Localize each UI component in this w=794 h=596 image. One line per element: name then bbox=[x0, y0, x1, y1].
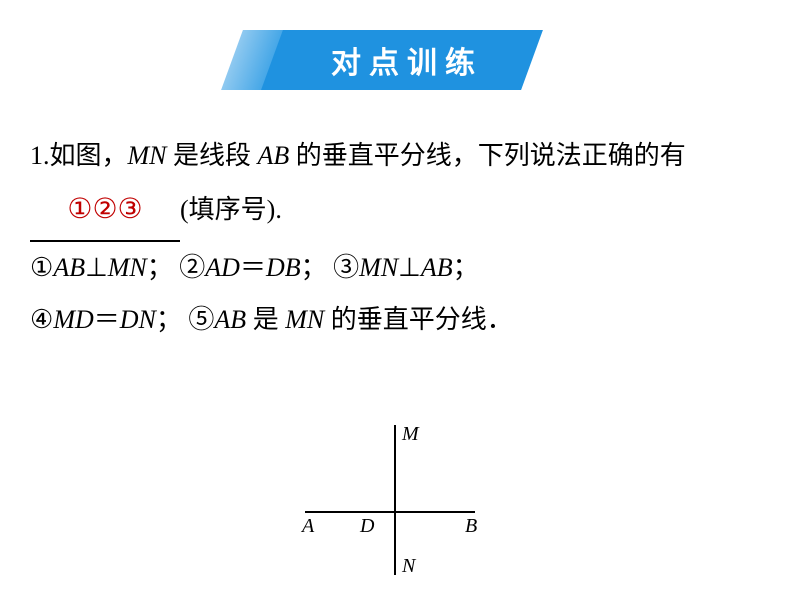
label-b: B bbox=[465, 515, 477, 537]
opt2-a: AD bbox=[205, 253, 240, 282]
problem-block: 1.如图，MN 是线段 AB 的垂直平分线，下列说法正确的有 ①②③(填序号).… bbox=[30, 130, 764, 346]
stem-mid1: 是线段 bbox=[167, 141, 258, 170]
options-line1: ①AB⊥MN； ②AD＝DB； ③MN⊥AB； bbox=[30, 242, 764, 294]
stem-prefix: 如图， bbox=[50, 141, 128, 170]
opt4-a: MD bbox=[53, 305, 93, 334]
diagram-svg: M N A D B bbox=[280, 420, 500, 580]
label-d: D bbox=[359, 515, 375, 537]
geometry-diagram: M N A D B bbox=[280, 420, 500, 580]
sep2: ； bbox=[301, 253, 327, 282]
opt3-b: AB bbox=[421, 253, 453, 282]
opt1-pre: ① bbox=[30, 253, 53, 282]
sep1: ； bbox=[147, 253, 173, 282]
problem-number: 1. bbox=[30, 141, 50, 170]
sep3: ； bbox=[453, 253, 479, 282]
label-m: M bbox=[401, 423, 420, 445]
problem-stem-line2: ①②③ (填序号). bbox=[30, 182, 764, 242]
perp2: ⊥ bbox=[398, 253, 421, 282]
opt3-pre: ③ bbox=[333, 253, 359, 282]
options-line2: ④MD＝DN； ⑤AB 是 MN 的垂直平分线． bbox=[30, 294, 764, 346]
stem-mid2: 的垂直平分线，下列说法正确的有 bbox=[289, 141, 686, 170]
answer-blank: ①②③ bbox=[30, 182, 180, 242]
opt1-b: MN bbox=[108, 253, 147, 282]
opt3-a: MN bbox=[359, 253, 398, 282]
opt5-suffix: 的垂直平分线． bbox=[324, 305, 513, 334]
opt1-a: AB bbox=[53, 253, 85, 282]
opt5-a: AB bbox=[214, 305, 246, 334]
sep4: ； bbox=[156, 305, 182, 334]
perp1: ⊥ bbox=[85, 253, 108, 282]
eq1: ＝ bbox=[240, 253, 266, 282]
opt5-mid: 是 bbox=[246, 305, 285, 334]
label-a: A bbox=[300, 515, 315, 537]
opt5-pre: ⑤ bbox=[188, 305, 214, 334]
var-mn: MN bbox=[128, 141, 167, 170]
label-n: N bbox=[401, 555, 417, 577]
problem-stem-line1: 1.如图，MN 是线段 AB 的垂直平分线，下列说法正确的有 bbox=[30, 130, 764, 182]
opt4-b: DN bbox=[120, 305, 156, 334]
slide-page: 对点训练 1.如图，MN 是线段 AB 的垂直平分线，下列说法正确的有 ①②③(… bbox=[0, 0, 794, 596]
opt2-b: DB bbox=[266, 253, 301, 282]
blank-suffix: (填序号). bbox=[180, 195, 282, 224]
eq2: ＝ bbox=[94, 305, 120, 334]
answer-text: ①②③ bbox=[67, 194, 142, 225]
opt4-pre: ④ bbox=[30, 305, 53, 334]
opt2-pre: ② bbox=[179, 253, 205, 282]
section-banner: 对点训练 bbox=[232, 30, 562, 90]
var-ab: AB bbox=[258, 141, 290, 170]
opt5-b: MN bbox=[285, 305, 324, 334]
banner-title: 对点训练 bbox=[232, 30, 562, 90]
